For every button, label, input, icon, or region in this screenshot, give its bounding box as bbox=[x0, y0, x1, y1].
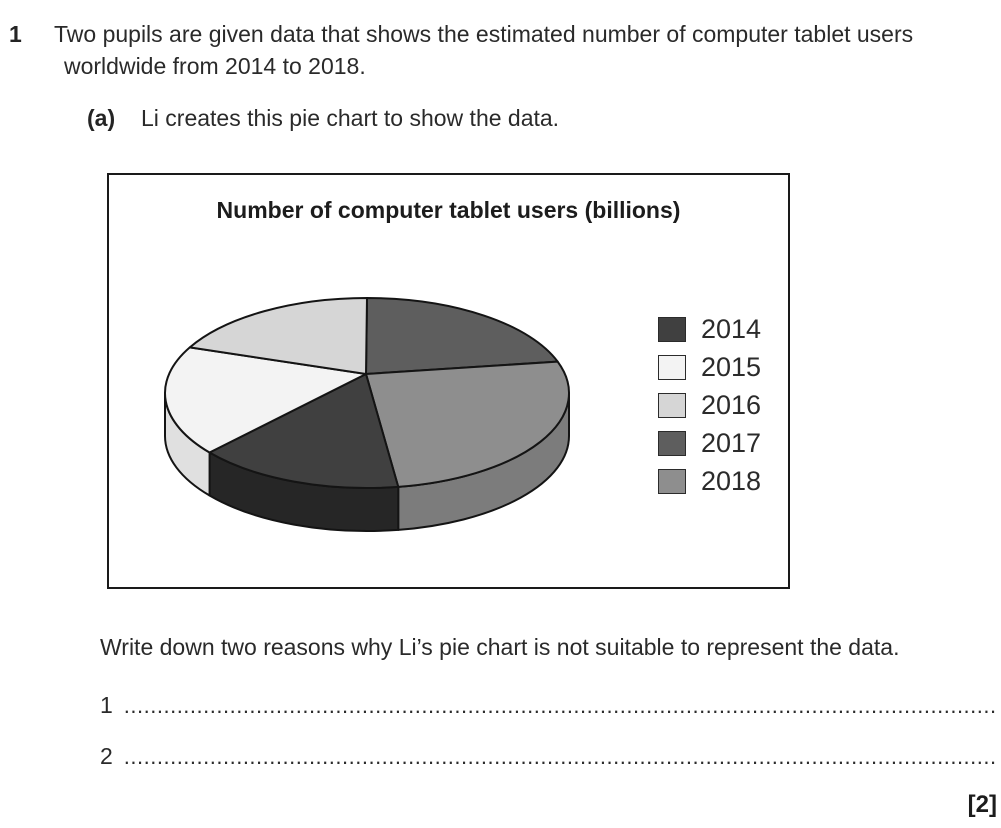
legend-label-2018: 2018 bbox=[701, 465, 762, 496]
legend-swatch-2018 bbox=[658, 468, 686, 494]
pie-slice-2017 bbox=[365, 297, 559, 375]
answer-line-2-number: 2 bbox=[100, 743, 113, 769]
legend-item-2016: 2016 bbox=[658, 389, 762, 420]
legend-swatch-2017 bbox=[658, 430, 686, 456]
chart-title: Number of computer tablet users (billion… bbox=[216, 197, 681, 223]
part-a-label: (a) bbox=[87, 105, 116, 131]
legend-label-2017: 2017 bbox=[701, 427, 762, 458]
pie-3d bbox=[164, 297, 570, 532]
legend-item-2014: 2014 bbox=[658, 313, 762, 344]
legend-item-2018: 2018 bbox=[658, 465, 762, 496]
legend-label-2016: 2016 bbox=[701, 389, 762, 420]
marks-badge: [2] bbox=[967, 791, 997, 818]
pie-slice-2016 bbox=[188, 297, 368, 375]
pie-slice-2015 bbox=[164, 346, 367, 454]
question-text-line1: Two pupils are given data that shows the… bbox=[54, 21, 914, 47]
question-text-line2: worldwide from 2014 to 2018. bbox=[64, 53, 366, 79]
answer-line-1: 1 ......................................… bbox=[100, 692, 997, 719]
prompt-text: Write down two reasons why Li’s pie char… bbox=[100, 634, 900, 660]
legend-swatch-2015 bbox=[658, 354, 686, 380]
legend-item-2015: 2015 bbox=[658, 351, 762, 382]
answer-line-2: 2 ......................................… bbox=[100, 743, 997, 770]
legend-swatch-2016 bbox=[658, 392, 686, 418]
legend-item-2017: 2017 bbox=[658, 427, 762, 458]
pie-slice-2018 bbox=[365, 360, 570, 488]
answer-line-2-dotted-rule: ........................................… bbox=[123, 744, 997, 769]
answer-line-1-dotted-rule: ........................................… bbox=[123, 693, 997, 718]
pie-chart-figure: Number of computer tablet users (billion… bbox=[107, 173, 790, 589]
part-a-text: Li creates this pie chart to show the da… bbox=[141, 105, 560, 131]
legend-label-2014: 2014 bbox=[701, 313, 762, 344]
pie-slice-2014 bbox=[208, 373, 400, 489]
chart-legend: 2014 2015 2016 2017 2018 bbox=[658, 313, 762, 496]
answer-line-1-number: 1 bbox=[100, 692, 113, 718]
legend-swatch-2014 bbox=[658, 316, 686, 342]
legend-label-2015: 2015 bbox=[701, 351, 762, 382]
question-number: 1 bbox=[9, 21, 22, 47]
